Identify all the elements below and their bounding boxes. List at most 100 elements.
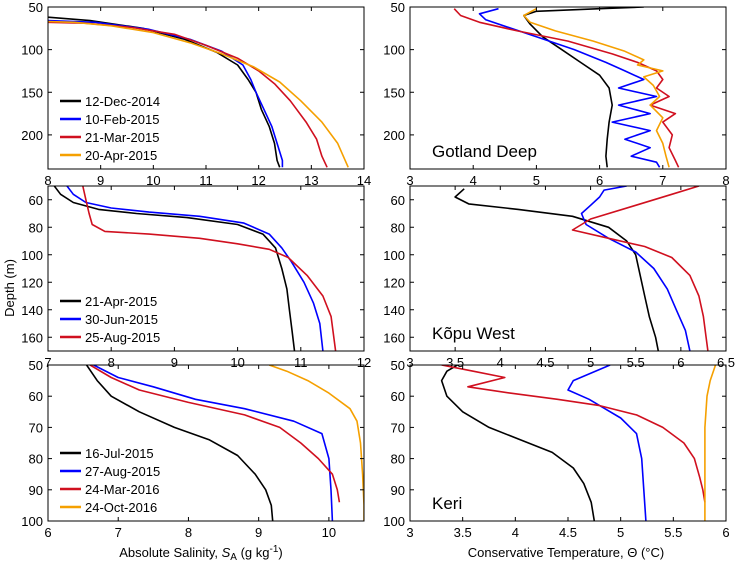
x-tick-label: 3.5 bbox=[454, 525, 472, 540]
y-tick-label: 70 bbox=[29, 420, 43, 435]
y-tick-label: 100 bbox=[383, 248, 405, 263]
series-line-gotland-salinity-3 bbox=[48, 20, 349, 168]
series-line-keri-salinity-1 bbox=[93, 365, 334, 521]
y-tick-label: 150 bbox=[383, 85, 405, 100]
legend-label: 27-Aug-2015 bbox=[85, 464, 160, 479]
legend-label: 21-Apr-2015 bbox=[85, 294, 157, 309]
y-tick-label: 80 bbox=[391, 452, 405, 467]
y-tick-label: 60 bbox=[29, 193, 43, 208]
series-line-keri-temperature-2 bbox=[441, 365, 706, 503]
x-tick-label: 5 bbox=[617, 525, 624, 540]
x-tick-label: 14 bbox=[357, 173, 371, 188]
y-tick-label: 50 bbox=[29, 358, 43, 373]
y-tick-label: 100 bbox=[21, 248, 43, 263]
x-tick-label: 3 bbox=[406, 525, 413, 540]
x-tick-label: 7 bbox=[44, 355, 51, 370]
y-tick-label: 200 bbox=[383, 128, 405, 143]
legend-label: 24-Oct-2016 bbox=[85, 500, 157, 515]
x-tick-label: 9 bbox=[97, 173, 104, 188]
x-tick-label: 4 bbox=[512, 525, 519, 540]
y-tick-label: 100 bbox=[383, 514, 405, 529]
series-line-gotland-salinity-1 bbox=[48, 19, 284, 168]
series-line-keri-salinity-0 bbox=[85, 365, 274, 521]
station-label: Gotland Deep bbox=[432, 142, 537, 161]
x-tick-label: 5.5 bbox=[664, 525, 682, 540]
plot-frame bbox=[409, 185, 727, 352]
x-tick-label: 4 bbox=[470, 173, 477, 188]
series-line-keri-temperature-3 bbox=[704, 365, 717, 521]
station-label: Kõpu West bbox=[432, 324, 515, 343]
x-tick-label: 5 bbox=[533, 173, 540, 188]
x-tick-label: 6 bbox=[44, 525, 51, 540]
x-tick-label: 12 bbox=[357, 355, 371, 370]
y-tick-label: 90 bbox=[391, 483, 405, 498]
series-line-kopu-temperature-1 bbox=[580, 186, 691, 351]
y-tick-label: 60 bbox=[29, 389, 43, 404]
series-line-kopu-salinity-0 bbox=[53, 186, 296, 351]
legend-label: 20-Apr-2015 bbox=[85, 148, 157, 163]
x-axis-title-salinity: Absolute Salinity, SA (g kg-1) bbox=[119, 544, 282, 563]
x-tick-label: 8 bbox=[108, 355, 115, 370]
y-tick-label: 100 bbox=[383, 43, 405, 58]
x-tick-label: 8 bbox=[185, 525, 192, 540]
y-tick-label: 120 bbox=[21, 275, 43, 290]
x-tick-label: 10 bbox=[230, 355, 244, 370]
y-tick-label: 50 bbox=[391, 0, 405, 15]
legend-label: 12-Dec-2014 bbox=[85, 94, 160, 109]
plot-frame bbox=[409, 6, 727, 170]
series-line-keri-salinity-2 bbox=[89, 365, 341, 503]
x-tick-label: 11 bbox=[294, 355, 308, 370]
x-tick-label: 7 bbox=[659, 173, 666, 188]
y-tick-label: 200 bbox=[21, 128, 43, 143]
legend-label: 21-Mar-2015 bbox=[85, 130, 159, 145]
series-line-kopu-temperature-2 bbox=[571, 186, 709, 351]
x-tick-label: 9 bbox=[255, 525, 262, 540]
x-tick-label: 6 bbox=[722, 525, 729, 540]
y-tick-label: 80 bbox=[391, 220, 405, 235]
y-tick-label: 160 bbox=[21, 330, 43, 345]
y-tick-label: 100 bbox=[21, 514, 43, 529]
y-tick-label: 100 bbox=[21, 43, 43, 58]
x-tick-label: 4.5 bbox=[559, 525, 577, 540]
y-tick-label: 160 bbox=[383, 330, 405, 345]
x-tick-label: 8 bbox=[44, 173, 51, 188]
x-tick-label: 12 bbox=[251, 173, 265, 188]
x-tick-label: 13 bbox=[304, 173, 318, 188]
plot-frame bbox=[47, 185, 365, 352]
y-tick-label: 120 bbox=[383, 275, 405, 290]
y-tick-label: 70 bbox=[391, 420, 405, 435]
y-tick-label: 80 bbox=[29, 452, 43, 467]
y-tick-label: 150 bbox=[21, 85, 43, 100]
x-axis-title-temperature: Conservative Temperature, Θ (°C) bbox=[468, 545, 664, 560]
panel-gotland-temperature: 3 4 5 6 7 8 50 100 150 200 Gotland Deep bbox=[383, 0, 729, 188]
plot-frame bbox=[47, 364, 365, 522]
x-tick-label: 10 bbox=[322, 525, 336, 540]
series-line-keri-temperature-1 bbox=[567, 365, 647, 521]
x-tick-label: 4 bbox=[497, 355, 504, 370]
y-axis-title: Depth (m) bbox=[2, 259, 17, 317]
y-tick-label: 80 bbox=[29, 220, 43, 235]
y-tick-label: 140 bbox=[21, 303, 43, 318]
y-tick-label: 50 bbox=[29, 0, 43, 15]
series-line-gotland-salinity-2 bbox=[48, 21, 328, 168]
series-line-kopu-salinity-1 bbox=[66, 186, 324, 351]
x-tick-label: 9 bbox=[171, 355, 178, 370]
series-line-keri-salinity-3 bbox=[268, 365, 364, 521]
series-line-gotland-temperature-0 bbox=[523, 7, 644, 168]
x-tick-label: 4.5 bbox=[536, 355, 554, 370]
panel-keri-salinity: 6 7 8 9 10 50 60 70 80 90 100 16-Jul-2015 27-Aug-201… bbox=[21, 358, 365, 540]
series-line-gotland-temperature-3 bbox=[523, 7, 670, 168]
legend-label: 30-Jun-2015 bbox=[85, 312, 158, 327]
panel-keri-temperature: 3 3.5 4 4.5 5 5.5 6 50 60 70 80 90 100 Keri bbox=[383, 358, 729, 540]
x-tick-label: 10 bbox=[146, 173, 160, 188]
x-tick-label: 6 bbox=[677, 355, 684, 370]
x-tick-label: 3 bbox=[406, 355, 413, 370]
legend-label: 25-Aug-2015 bbox=[85, 330, 160, 345]
y-tick-label: 60 bbox=[391, 193, 405, 208]
series-line-keri-temperature-0 bbox=[440, 365, 596, 521]
x-tick-label: 8 bbox=[722, 173, 729, 188]
panel-kopu-salinity: 7 8 9 10 11 12 60 80 100 120 140 160 21-Apr-2015 30-J… bbox=[21, 185, 371, 370]
x-tick-label: 6 bbox=[596, 173, 603, 188]
